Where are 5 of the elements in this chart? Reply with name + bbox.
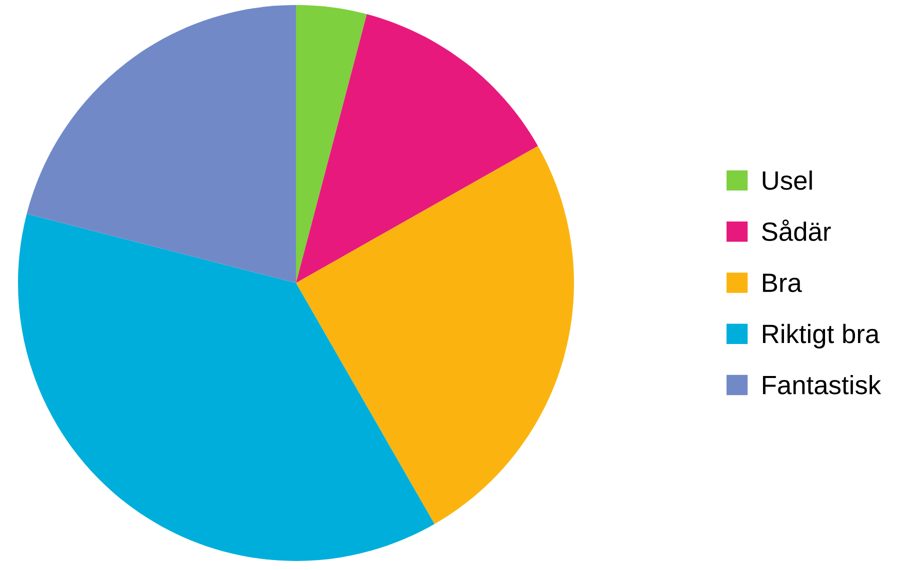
legend-label: Fantastisk (763, 375, 882, 394)
legend-label: Riktigt bra (763, 324, 880, 348)
legend-label: Sådär (762, 219, 831, 242)
legend-label: Usel (762, 170, 812, 190)
legend-label: Bra (763, 274, 802, 292)
